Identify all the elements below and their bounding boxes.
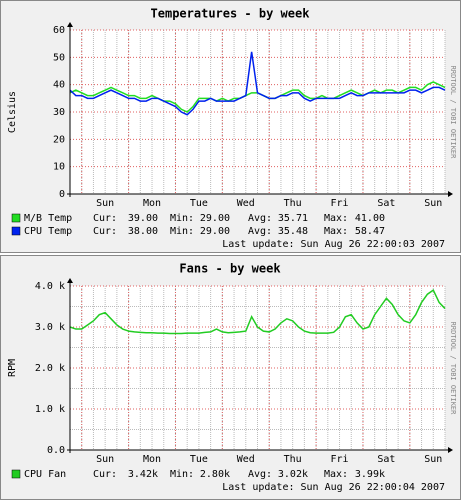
y-tick-label: 50 — [53, 52, 65, 63]
x-tick-label: Wed — [237, 454, 255, 465]
y-tick-label: 10 — [53, 162, 65, 173]
stat-label: Min: — [170, 469, 194, 480]
x-tick-label: Thu — [284, 198, 302, 209]
x-tick-label: Sun — [96, 454, 114, 465]
stat-label: Min: — [170, 226, 194, 237]
x-tick-label: Wed — [237, 198, 255, 209]
y-tick-label: 4.0 k — [35, 281, 65, 292]
stat-label: Max: — [324, 469, 348, 480]
y-tick-label: 0 — [59, 189, 65, 200]
y-tick-label: 3.0 k — [35, 322, 65, 333]
y-tick-label: 1.0 k — [35, 404, 65, 415]
stat-value: 35.71 — [278, 213, 308, 224]
axis-arrow — [67, 22, 73, 27]
series-line — [69, 51, 446, 116]
stat-label: Avg: — [248, 469, 272, 480]
y-tick-label: 20 — [53, 134, 65, 145]
stat-value: 2.80k — [200, 469, 230, 480]
stat-value: 29.00 — [200, 226, 230, 237]
stat-label: Avg: — [248, 213, 272, 224]
stat-label: Max: — [324, 226, 348, 237]
stat-value: 38.00 — [128, 226, 158, 237]
chart-title: Temperatures - by week — [151, 7, 311, 21]
axis-arrow — [67, 278, 73, 283]
stat-value: 3.99k — [355, 469, 385, 480]
side-text: RRDTOOL / TOBI OETIKER — [449, 66, 457, 160]
stat-value: 39.00 — [128, 213, 158, 224]
axis-arrow — [448, 191, 453, 197]
x-tick-label: Tue — [190, 198, 208, 209]
y-tick-label: 0.0 — [47, 445, 65, 456]
x-tick-label: Sat — [377, 454, 395, 465]
y-tick-label: 30 — [53, 107, 65, 118]
x-tick-label: Thu — [284, 454, 302, 465]
side-text: RRDTOOL / TOBI OETIKER — [449, 322, 457, 416]
y-axis-label: RPM — [7, 359, 18, 377]
stat-label: Min: — [170, 213, 194, 224]
x-tick-label: Fri — [331, 198, 349, 209]
legend-label: CPU Fan — [24, 469, 66, 480]
stat-label: Cur: — [93, 213, 117, 224]
x-tick-label: Tue — [190, 454, 208, 465]
stat-value: 3.02k — [278, 469, 308, 480]
stat-label: Avg: — [248, 226, 272, 237]
last-update: Last update: Sun Aug 26 22:00:03 2007 — [222, 239, 445, 250]
x-tick-label: Sat — [377, 198, 395, 209]
x-tick-label: Sun — [96, 198, 114, 209]
x-tick-label: Fri — [331, 454, 349, 465]
legend-swatch — [11, 226, 21, 236]
legend-swatch — [11, 469, 21, 479]
axis-arrow — [448, 447, 453, 453]
stat-value: 58.47 — [355, 226, 385, 237]
series-line — [69, 288, 446, 335]
x-tick-label: Sun — [424, 198, 442, 209]
legend-label: M/B Temp — [24, 213, 72, 224]
x-tick-label: Mon — [143, 454, 161, 465]
x-tick-label: Mon — [143, 198, 161, 209]
stat-label: Max: — [324, 213, 348, 224]
x-tick-label: Sun — [424, 454, 442, 465]
stat-value: 41.00 — [355, 213, 385, 224]
legend-label: CPU Temp — [24, 226, 72, 237]
chart-title: Fans - by week — [179, 262, 281, 276]
y-tick-label: 40 — [53, 80, 65, 91]
y-axis-label: Celsius — [7, 91, 18, 133]
last-update: Last update: Sun Aug 26 22:00:04 2007 — [222, 482, 445, 493]
y-tick-label: 2.0 k — [35, 363, 65, 374]
stat-value: 3.42k — [128, 469, 158, 480]
stat-value: 35.48 — [278, 226, 308, 237]
y-tick-label: 60 — [53, 25, 65, 36]
legend-swatch — [11, 213, 21, 223]
stat-label: Cur: — [93, 226, 117, 237]
stat-value: 29.00 — [200, 213, 230, 224]
stat-label: Cur: — [93, 469, 117, 480]
